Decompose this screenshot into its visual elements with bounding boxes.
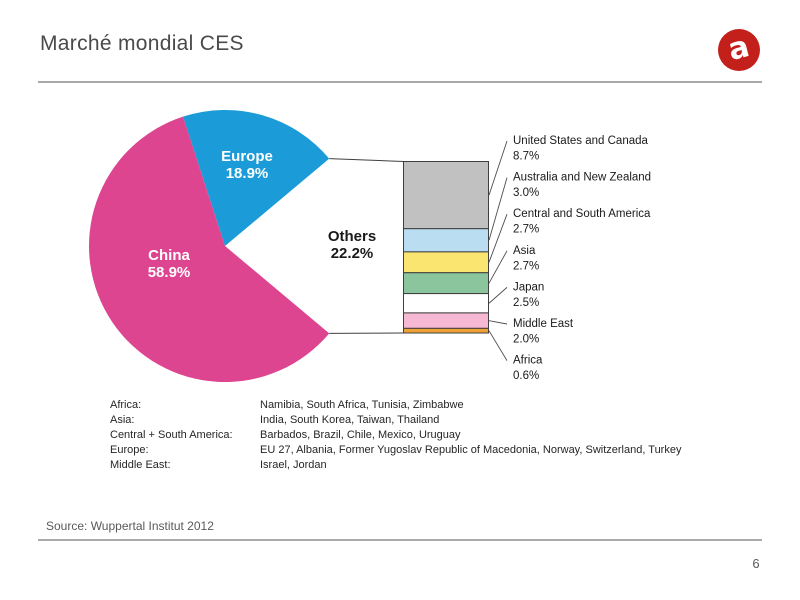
country-breakdown-table: Africa: Namibia, South Africa, Tunisia, Z… — [110, 398, 681, 473]
bar-pct-central-and-south-america: 2.7% — [513, 224, 539, 236]
pie-slice-europe — [182, 110, 330, 247]
bar-pct-united-states-and-canada: 8.7% — [513, 151, 539, 163]
pie-slice-others — [225, 158, 361, 334]
legend-countries: India, South Korea, Taiwan, Thailand — [260, 414, 440, 426]
legend-row: Asia: India, South Korea, Taiwan, Thailan… — [110, 413, 681, 428]
footer-divider — [38, 539, 762, 541]
pie-pct-china: 58.9% — [148, 264, 191, 281]
leader-line-middle-east — [488, 320, 508, 325]
bar-segment-middle-east — [403, 312, 489, 329]
pie-label-others: Others — [328, 228, 376, 245]
bar-segment-united-states-and-canada — [403, 161, 489, 230]
bar-pct-middle-east: 2.0% — [513, 334, 539, 346]
bar-segment-asia — [403, 272, 489, 295]
leader-line-asia — [488, 250, 508, 284]
legend-row: Europe: EU 27, Albania, Former Yugoslav R… — [110, 443, 681, 458]
bar-label-central-and-south-america: Central and South America — [513, 208, 651, 220]
legend-region-label: Asia: — [110, 414, 135, 426]
bar-label-africa: Africa — [513, 355, 543, 367]
connector-line — [329, 158, 404, 162]
legend-countries: Barbados, Brazil, Chile, Mexico, Uruguay — [260, 429, 461, 441]
bar-label-united-states-and-canada: United States and Canada — [513, 135, 649, 147]
bar-label-japan: Japan — [513, 281, 544, 293]
legend-row: Central + South America: Barbados, Brazil… — [110, 428, 681, 443]
bar-pct-japan: 2.5% — [513, 297, 539, 309]
header-divider — [38, 81, 762, 83]
pie-pct-others: 22.2% — [331, 245, 374, 262]
legend-region-label: Central + South America: — [110, 429, 233, 441]
legend-countries: Namibia, South Africa, Tunisia, Zimbabwe — [260, 399, 464, 411]
legend-region-label: Africa: — [110, 399, 142, 411]
bar-segment-central-and-south-america — [403, 251, 489, 274]
leader-line-united-states-and-canada — [488, 140, 508, 196]
ademe-logo: a — [718, 29, 760, 71]
bar-segment-africa — [403, 327, 489, 334]
bar-segment-japan — [403, 293, 489, 314]
bar-pct-asia: 2.7% — [513, 260, 539, 272]
legend-region-label: Europe: — [110, 444, 149, 456]
leader-line-japan — [488, 287, 508, 304]
legend-row: Africa: Namibia, South Africa, Tunisia, Z… — [110, 398, 681, 413]
bar-pct-australia-and-new-zealand: 3.0% — [513, 187, 539, 199]
pie-slice-china — [89, 116, 330, 383]
pie-label-china: China — [148, 247, 190, 264]
leader-line-africa — [488, 330, 508, 361]
pie-pct-europe: 18.9% — [226, 165, 269, 182]
legend-region-label: Middle East: — [110, 459, 171, 471]
legend-countries: EU 27, Albania, Former Yugoslav Republic… — [260, 444, 682, 456]
legend-row: Middle East: Israel, Jordan — [110, 458, 681, 473]
leader-line-australia-and-new-zealand — [488, 177, 508, 241]
bar-label-australia-and-new-zealand: Australia and New Zealand — [513, 172, 651, 184]
page-title: Marché mondial CES — [40, 32, 244, 55]
pie-label-europe: Europe — [221, 148, 273, 165]
bar-label-asia: Asia — [513, 245, 536, 257]
bar-segment-australia-and-new-zealand — [403, 228, 489, 253]
source-note: Source: Wuppertal Institut 2012 — [46, 519, 214, 533]
page-number: 6 — [752, 556, 760, 571]
bar-pct-africa: 0.6% — [513, 370, 539, 382]
legend-countries: Israel, Jordan — [260, 459, 327, 471]
bar-label-middle-east: Middle East — [513, 318, 574, 330]
leader-line-central-and-south-america — [488, 214, 508, 263]
